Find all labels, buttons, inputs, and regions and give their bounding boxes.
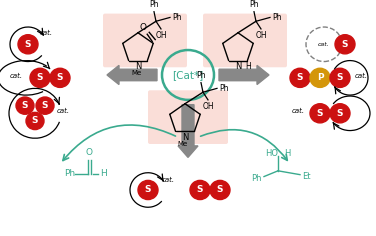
Text: H: H — [100, 169, 107, 178]
Text: S: S — [297, 73, 303, 82]
Text: Ph: Ph — [252, 174, 262, 183]
Text: Et: Et — [302, 172, 311, 181]
Text: cat.: cat. — [318, 42, 330, 47]
Text: cat.: cat. — [355, 73, 368, 79]
Circle shape — [210, 180, 230, 200]
Text: cat.: cat. — [162, 177, 175, 183]
FancyArrow shape — [107, 65, 157, 84]
Circle shape — [50, 68, 70, 87]
Circle shape — [335, 35, 355, 54]
Circle shape — [290, 68, 310, 87]
Text: Ph: Ph — [219, 84, 229, 93]
Text: N: N — [135, 63, 141, 72]
Circle shape — [138, 180, 158, 200]
Circle shape — [330, 68, 350, 87]
Text: S: S — [337, 73, 343, 82]
Text: O: O — [85, 148, 92, 157]
Text: S: S — [25, 40, 31, 49]
Text: Ph: Ph — [172, 13, 182, 22]
FancyBboxPatch shape — [103, 14, 187, 67]
Text: Ph: Ph — [64, 169, 75, 178]
Text: O: O — [140, 23, 147, 32]
Text: H: H — [245, 63, 251, 72]
Text: [Cat*]: [Cat*] — [172, 70, 204, 80]
Text: cat.: cat. — [10, 73, 23, 79]
Text: OH: OH — [155, 31, 167, 40]
Text: Ph: Ph — [149, 0, 159, 9]
Text: Ph: Ph — [196, 71, 206, 80]
Text: P: P — [317, 73, 323, 82]
Circle shape — [26, 112, 44, 130]
FancyBboxPatch shape — [203, 14, 287, 67]
Text: Me: Me — [131, 70, 141, 76]
Circle shape — [310, 68, 330, 87]
Text: S: S — [217, 185, 223, 194]
Text: S: S — [22, 101, 28, 110]
Text: H: H — [284, 149, 290, 158]
FancyArrow shape — [178, 105, 198, 157]
Circle shape — [330, 104, 350, 123]
Text: S: S — [37, 73, 43, 82]
Circle shape — [36, 97, 54, 114]
Text: cat.: cat. — [292, 108, 305, 114]
Text: S: S — [145, 185, 151, 194]
Text: Ph: Ph — [249, 0, 259, 9]
Text: cat.: cat. — [40, 30, 53, 36]
Text: S: S — [42, 101, 48, 110]
Text: Ph: Ph — [272, 13, 282, 22]
Text: S: S — [197, 185, 203, 194]
Circle shape — [30, 68, 50, 87]
Text: HO: HO — [265, 149, 278, 158]
Circle shape — [16, 97, 34, 114]
Text: cat.: cat. — [57, 108, 70, 114]
Text: S: S — [342, 40, 348, 49]
Circle shape — [190, 180, 210, 200]
Text: OH: OH — [202, 102, 214, 111]
Text: N: N — [235, 63, 241, 72]
FancyBboxPatch shape — [148, 90, 228, 144]
Text: S: S — [317, 109, 323, 118]
Text: S: S — [337, 109, 343, 118]
Circle shape — [310, 104, 330, 123]
Text: OH: OH — [255, 31, 267, 40]
Text: S: S — [32, 117, 38, 126]
Text: N: N — [182, 133, 188, 142]
Circle shape — [18, 35, 38, 54]
Text: S: S — [57, 73, 63, 82]
FancyArrow shape — [219, 65, 269, 84]
Text: Me: Me — [178, 141, 188, 147]
